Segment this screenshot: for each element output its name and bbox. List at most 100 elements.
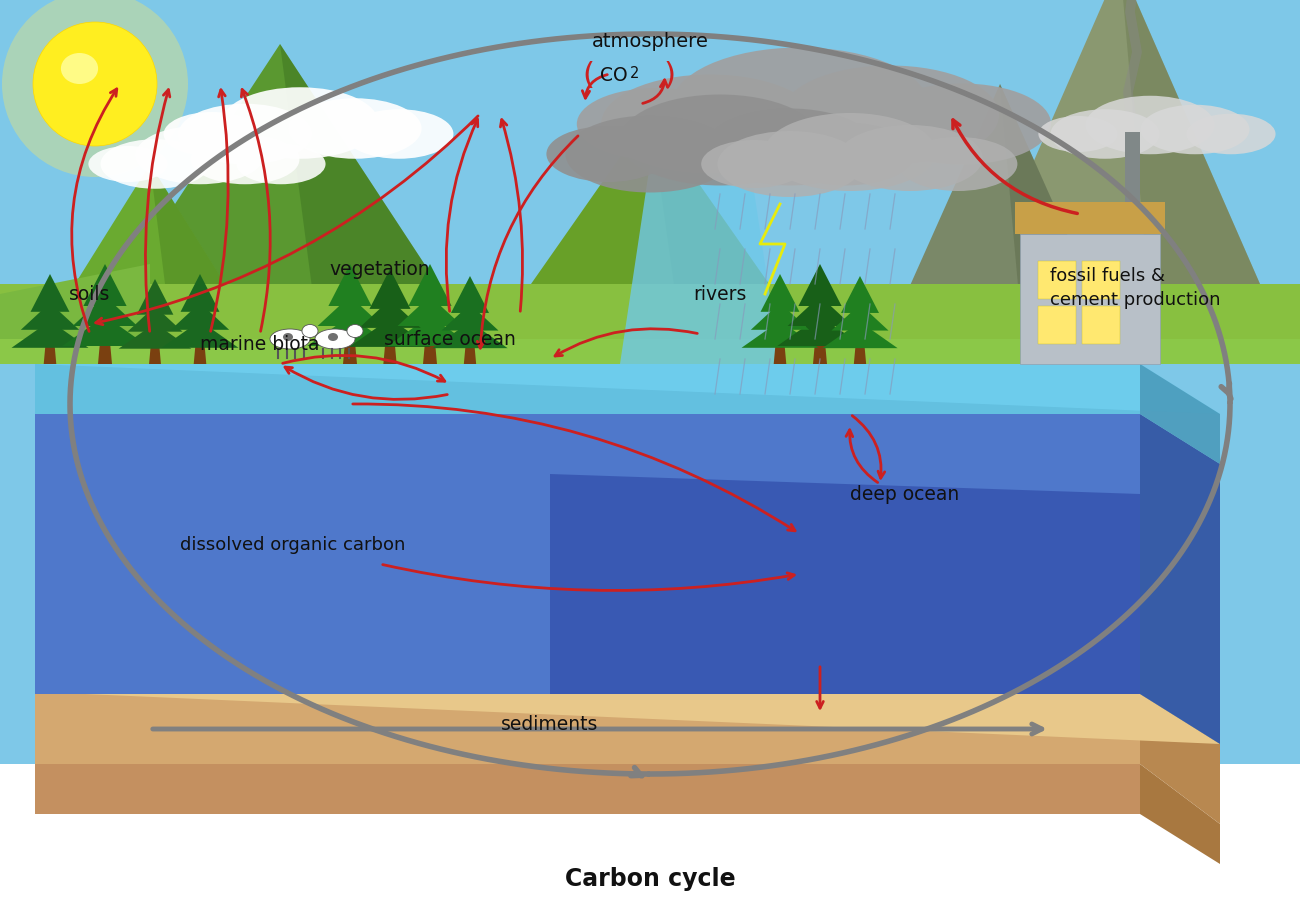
Ellipse shape	[566, 115, 734, 193]
Polygon shape	[136, 279, 173, 314]
Polygon shape	[841, 276, 879, 313]
Ellipse shape	[577, 88, 736, 160]
Ellipse shape	[781, 66, 998, 165]
Ellipse shape	[178, 104, 312, 165]
Polygon shape	[44, 345, 56, 364]
Polygon shape	[1140, 364, 1219, 464]
Polygon shape	[0, 0, 1300, 764]
Polygon shape	[464, 345, 476, 364]
Polygon shape	[777, 316, 863, 346]
Ellipse shape	[135, 126, 264, 185]
Polygon shape	[812, 342, 827, 364]
Ellipse shape	[1050, 110, 1160, 159]
Polygon shape	[1121, 0, 1295, 364]
Polygon shape	[774, 345, 786, 364]
Polygon shape	[150, 164, 276, 364]
Polygon shape	[1082, 261, 1121, 299]
Ellipse shape	[701, 140, 807, 188]
Polygon shape	[474, 114, 826, 364]
Polygon shape	[387, 316, 473, 346]
Polygon shape	[35, 364, 1219, 414]
Polygon shape	[398, 296, 463, 326]
Polygon shape	[854, 345, 866, 364]
Ellipse shape	[764, 113, 936, 191]
Text: surface ocean: surface ocean	[384, 330, 516, 349]
Text: dissolved organic carbon: dissolved organic carbon	[179, 536, 406, 554]
Text: vegetation: vegetation	[330, 260, 430, 279]
Polygon shape	[1082, 306, 1121, 344]
Ellipse shape	[289, 98, 421, 159]
Ellipse shape	[776, 122, 915, 186]
FancyArrowPatch shape	[382, 565, 794, 590]
Ellipse shape	[191, 134, 299, 185]
FancyArrowPatch shape	[846, 430, 878, 483]
Polygon shape	[442, 304, 498, 331]
Polygon shape	[1015, 202, 1165, 234]
Polygon shape	[1124, 132, 1140, 202]
Polygon shape	[170, 303, 229, 330]
Ellipse shape	[270, 329, 309, 349]
Polygon shape	[1000, 84, 1124, 364]
Ellipse shape	[620, 94, 820, 186]
FancyArrowPatch shape	[853, 416, 885, 478]
Polygon shape	[650, 114, 826, 364]
Polygon shape	[21, 303, 79, 330]
Text: marine biota: marine biota	[200, 335, 320, 354]
Polygon shape	[35, 694, 1140, 764]
Ellipse shape	[601, 75, 819, 174]
FancyArrowPatch shape	[630, 768, 642, 776]
FancyArrowPatch shape	[211, 90, 229, 331]
Polygon shape	[1140, 414, 1219, 744]
Polygon shape	[35, 364, 1140, 414]
Ellipse shape	[302, 324, 318, 337]
Polygon shape	[83, 264, 126, 306]
Polygon shape	[0, 264, 150, 364]
Polygon shape	[150, 345, 161, 364]
FancyArrowPatch shape	[816, 667, 823, 708]
Text: sediments: sediments	[502, 715, 599, 734]
Polygon shape	[70, 44, 490, 364]
Ellipse shape	[1039, 116, 1118, 152]
FancyArrowPatch shape	[555, 329, 697, 356]
Polygon shape	[118, 324, 191, 349]
Polygon shape	[35, 414, 1140, 694]
Polygon shape	[317, 296, 382, 326]
Text: (: (	[582, 61, 594, 90]
Ellipse shape	[1140, 105, 1249, 154]
FancyArrowPatch shape	[352, 404, 796, 531]
Polygon shape	[1037, 306, 1076, 344]
Ellipse shape	[1086, 96, 1214, 154]
Ellipse shape	[872, 83, 1052, 165]
FancyArrowPatch shape	[242, 90, 270, 331]
Polygon shape	[945, 0, 1295, 364]
Text: ): )	[664, 61, 676, 90]
Ellipse shape	[221, 87, 378, 159]
Ellipse shape	[328, 333, 338, 341]
Polygon shape	[823, 322, 897, 348]
FancyArrowPatch shape	[96, 116, 478, 324]
Polygon shape	[741, 321, 819, 348]
Polygon shape	[620, 164, 780, 364]
Circle shape	[3, 0, 188, 177]
Circle shape	[32, 22, 157, 146]
Polygon shape	[0, 284, 1300, 364]
Polygon shape	[1020, 234, 1160, 364]
Polygon shape	[329, 264, 372, 306]
Polygon shape	[788, 296, 853, 326]
Text: rivers: rivers	[693, 285, 746, 304]
Polygon shape	[384, 343, 396, 364]
Polygon shape	[875, 84, 1124, 364]
Ellipse shape	[671, 48, 928, 165]
Polygon shape	[550, 474, 1140, 694]
FancyArrowPatch shape	[282, 356, 445, 381]
Polygon shape	[798, 264, 841, 306]
Ellipse shape	[1187, 113, 1275, 154]
Polygon shape	[832, 304, 888, 331]
FancyArrowPatch shape	[285, 367, 447, 399]
Polygon shape	[181, 274, 220, 312]
Text: Carbon cycle: Carbon cycle	[564, 867, 736, 891]
Text: deep ocean: deep ocean	[850, 485, 959, 504]
Polygon shape	[35, 694, 1219, 744]
FancyArrowPatch shape	[642, 80, 668, 103]
Polygon shape	[1037, 261, 1076, 299]
